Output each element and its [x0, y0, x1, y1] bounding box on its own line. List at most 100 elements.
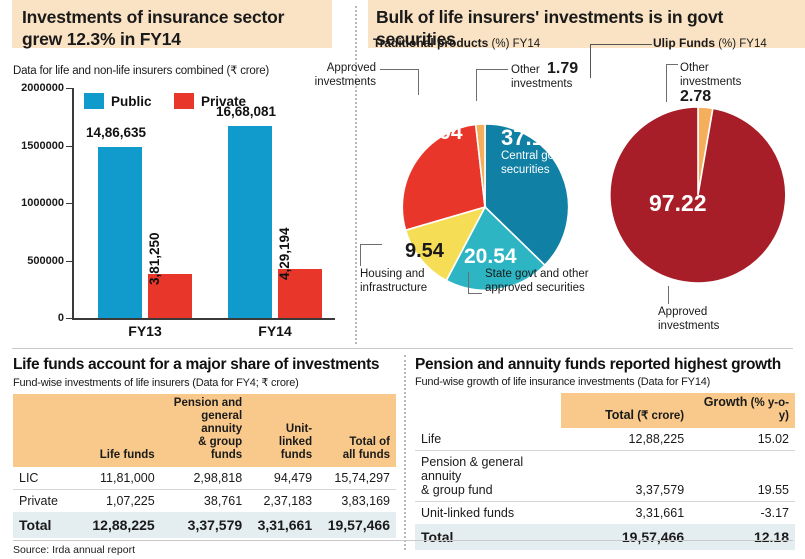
- pie2-value-other: 2.78: [680, 88, 712, 105]
- bar-fy13-private: [148, 274, 192, 318]
- pie2-leader-approved-v: [668, 286, 669, 304]
- pie1-callout-state: State govt and other approved securities: [485, 268, 635, 295]
- pie1-callout-other-row: Other 1.79: [511, 61, 641, 78]
- x-category-fy14: FY14: [258, 323, 292, 339]
- pie2-callout-approved-l2: investments: [658, 319, 720, 332]
- pie2-heading: Ulip Funds (%) FY14: [653, 36, 767, 50]
- pie1-label-central-govt: Central govt securities: [501, 150, 563, 177]
- th-left-blank: [13, 394, 76, 467]
- td-private-life: 1,07,225: [106, 494, 155, 508]
- th-total-all: Total of all funds: [318, 394, 396, 467]
- table-row: LIC 11,81,000 2,98,818 94,479 15,74,297: [13, 467, 396, 490]
- table-row: Life 12,88,225 15.02: [415, 428, 795, 451]
- pie2-callout-other-l1: Other: [680, 62, 709, 74]
- td-lic-label: LIC: [13, 467, 76, 490]
- pie-panel: Bulk of life insurers' investments is in…: [315, 0, 805, 345]
- bar-chart-title-line2: grew 12.3% in FY14: [22, 29, 181, 49]
- td-total-life: 12,88,225: [75, 512, 161, 538]
- pie1-leader-approved-h: [380, 69, 418, 70]
- legend-private-swatch: [174, 93, 194, 109]
- th-total-crore-bold: Total: [605, 408, 634, 422]
- pie1-callout-state-l2: approved securities: [485, 281, 585, 294]
- pie2-leader-other-v: [666, 64, 667, 102]
- pie2-slice-approved: [609, 106, 787, 284]
- pie1-leader-state-v: [468, 272, 469, 294]
- y-tick-0: [66, 318, 72, 319]
- td-lic-total: 15,74,297: [318, 467, 396, 490]
- pie1-leader-other-h: [476, 69, 508, 70]
- table-left-panel: Life funds account for a major share of …: [13, 356, 396, 538]
- pie-banner-title: Bulk of life insurers' investments is in…: [376, 7, 724, 49]
- table-row: Pension & general annuity & group fund 3…: [415, 450, 795, 502]
- pie2-callout-approved: Approved investments: [658, 306, 768, 333]
- th-unit-linked-l1: Unit-: [285, 423, 313, 435]
- th-life-funds: Life funds: [75, 394, 161, 467]
- x-axis: [72, 318, 335, 320]
- y-label-1500000: 1500000: [21, 139, 64, 152]
- y-tick-2000000: [66, 88, 72, 89]
- pie2-callout-other-l2: investments: [680, 75, 742, 88]
- td-ulip-label: Unit-linked funds: [421, 506, 515, 520]
- td-pension-label: Pension & general annuity & group fund: [415, 450, 561, 502]
- pie1-leader-other-v: [476, 69, 477, 101]
- pie1-callout-other: Other 1.79 investments: [511, 61, 641, 91]
- th-unit-linked: Unit- linked funds: [248, 394, 319, 467]
- footer-divider: [13, 540, 793, 541]
- pie1-callout-state-l1: State govt and other: [485, 268, 589, 280]
- heading-connector-line: [590, 44, 652, 45]
- bar-fy14-private: [278, 269, 322, 318]
- pie1-callout-approved: Approved investments: [296, 62, 376, 89]
- td-total-label: Total: [13, 512, 76, 538]
- bar-label-fy13-private: 3,81,250: [147, 232, 162, 285]
- td-pension-label-l2: & group fund: [421, 483, 493, 497]
- td-total-ulip: 3,31,661: [248, 512, 319, 538]
- table-total-row: Total 19,57,466 12.18: [415, 524, 795, 550]
- bar-fy13-public: [98, 147, 142, 318]
- td-private-pension: 38,761: [203, 494, 243, 508]
- td-total-all: 19,57,466: [318, 512, 396, 538]
- pie1-leader-housing-v: [360, 244, 361, 266]
- bar-fy14-public: [228, 126, 272, 318]
- legend-public-swatch: [84, 93, 104, 109]
- bar-chart-title-line1: Investments of insurance sector: [22, 7, 285, 27]
- pie1-callout-approved-l2: investments: [314, 75, 376, 88]
- td-lic-ulip: 94,479: [248, 467, 319, 490]
- td-private-total: 3,83,169: [341, 494, 390, 508]
- th-growth-yoy-bold: Growth: [703, 395, 748, 409]
- pie1-heading-rest: (%) FY14: [491, 38, 541, 50]
- pie1-slice-state-govt: [445, 205, 546, 290]
- pie1-label-central-govt-l1: Central govt: [501, 150, 564, 162]
- table-right-panel: Pension and annuity funds reported highe…: [415, 356, 795, 550]
- pie2-callout-other: Other investments 2.78: [680, 62, 780, 104]
- table-right: Total (₹ crore) Growth (% y-o-y) Life 12…: [415, 393, 795, 550]
- pie1-value-approved: 30.94: [410, 121, 463, 144]
- pie2-leader-other-h: [666, 64, 678, 65]
- td-ulip-total: 3,31,661: [635, 506, 685, 520]
- table-row: Unit-linked funds 3,31,661 -3.17: [415, 502, 795, 525]
- y-tick-1500000: [66, 145, 72, 147]
- th-unit-linked-l3: funds: [280, 449, 313, 461]
- td-private-ulip: 2,37,183: [263, 494, 313, 508]
- pie1-slice-approved: [401, 123, 486, 232]
- table-left-subtitle: Fund-wise investments of life insurers (…: [13, 377, 299, 389]
- table-right-title: Pension and annuity funds reported highe…: [415, 356, 781, 373]
- th-right-blank: [415, 393, 561, 428]
- legend-private-label: Private: [201, 93, 247, 109]
- pie1-slice-other: [474, 123, 486, 208]
- legend-private: Private: [174, 93, 246, 109]
- th-total-crore: Total (₹ crore): [560, 393, 691, 428]
- y-tick-1000000: [66, 203, 72, 204]
- table-left: Life funds Pension and general annuity &…: [13, 394, 396, 538]
- pie1-callout-housing-l2: infrastructure: [360, 281, 428, 294]
- table-total-row: Total 12,88,225 3,37,579 3,31,661 19,57,…: [13, 512, 396, 538]
- th-unit-linked-l2: linked: [278, 436, 313, 448]
- td-pension-growth: 19.55: [690, 450, 795, 502]
- pie2-callout-approved-l1: Approved: [658, 306, 708, 318]
- pie1-leader-approved-v: [418, 69, 419, 95]
- td-private-label: Private: [19, 494, 58, 508]
- divider-top-vertical: [355, 6, 357, 344]
- th-pension-group-l1: Pension and: [173, 397, 243, 409]
- th-pension-group-l2: general annuity: [201, 410, 243, 435]
- pie2-heading-bold: Ulip Funds: [653, 36, 715, 50]
- divider-horizontal: [12, 348, 793, 349]
